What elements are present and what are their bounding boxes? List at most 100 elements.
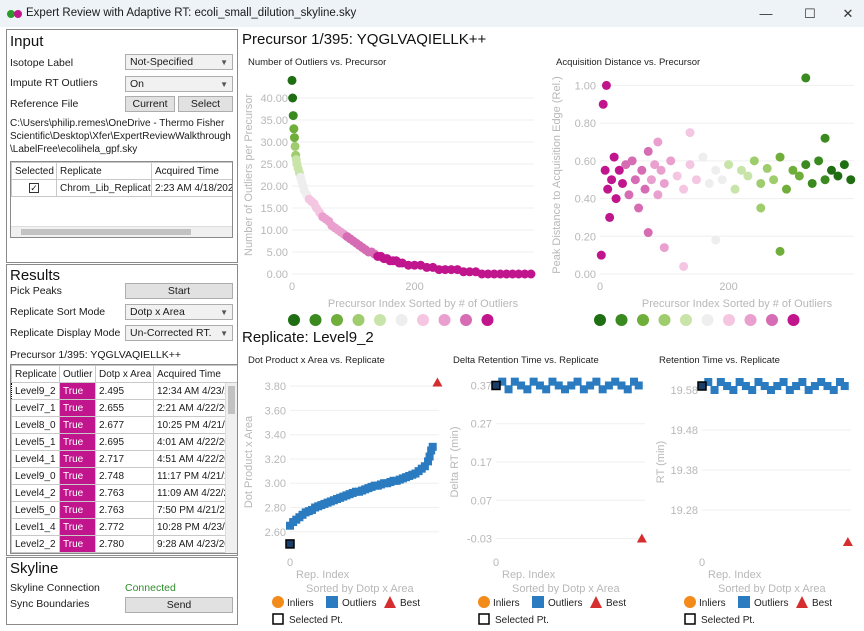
minimize-icon[interactable]: — [759,6,773,21]
acquisition-chart: 0.00 0.20 0.40 0.60 0.80 1.00 0 200 Precursor In… [551,73,856,310]
column-header: Selected [11,162,57,180]
chart-title-outliers: Number of Outliers vs. Precursor [248,57,387,68]
column-header: Dotp x Area [95,365,154,383]
y-tick-label: 2.60 [265,527,286,539]
outlier-cell: True [59,535,96,553]
best-point [432,377,443,387]
table-row[interactable]: Level4_2 True 2.763 11:09 AM 4/22/2 [11,484,237,502]
outlier-point [425,452,434,461]
sort-mode-value: Dotp x Area [130,306,185,318]
dotp-legend: Inliers Outliers Best Selected Pt. [272,596,420,626]
data-point [730,184,740,194]
close-icon[interactable]: ✕ [842,5,854,21]
vertical-scrollbar[interactable] [225,383,237,553]
outlier-point [611,377,620,386]
isotope-select[interactable]: Not-Specified ▼ [125,54,233,70]
y-tick-label: 3.60 [265,405,286,417]
path-line-3: \LabelFree\ecolihela_gpf.sky [10,144,138,155]
data-point [839,160,849,170]
send-button[interactable]: Send [125,597,233,613]
data-point [603,184,613,194]
input-heading: Input [10,33,44,50]
data-point [653,137,663,147]
start-button[interactable]: Start [125,283,233,299]
legend-swatch [309,314,322,326]
legend-swatch [766,314,778,326]
outlier-cell: True [59,552,96,553]
scrollbar-thumb[interactable] [228,386,235,414]
column-header: Replicate [56,162,152,180]
y-tick-label: 0.20 [575,231,596,243]
x-tick-label: 200 [405,281,423,293]
data-point [607,175,617,185]
outlier-point [748,386,757,394]
replicate-cell: Level4_2 [11,484,60,502]
x-tick-label: 0 [289,281,295,293]
table-row[interactable]: Level5_1 True 2.695 4:01 AM 4/22/20 [11,433,237,451]
replicate-heading: Replicate: Level9_2 [242,329,374,346]
y-tick-label: 0.60 [575,156,596,168]
table-row[interactable]: Level5_0 True 2.763 7:50 PM 4/21/20 [11,501,237,519]
legend-swatch [352,314,365,326]
legend-swatch [438,314,451,326]
table-row[interactable]: Level8_0 True 2.677 10:25 PM 4/21/2 [11,416,237,434]
maximize-icon[interactable]: ☐ [804,5,816,21]
outlier-point [760,382,769,390]
outlier-point [829,386,838,394]
data-point [743,171,753,181]
y-tick-label: 19.38 [670,465,698,477]
selected-legend-label: Selected Pt. [289,615,343,626]
outlier-cell: True [59,518,96,536]
data-point [756,178,766,188]
data-point [611,194,621,204]
y-tick-label: 15.00 [260,203,288,215]
table-row[interactable]: Level1_4 True 2.772 10:28 PM 4/23/2 [11,518,237,536]
best-point [636,533,647,543]
data-point [609,152,619,162]
y-tick-label: 25.00 [260,159,288,171]
outlier-point [517,381,526,390]
data-point [289,124,299,134]
table-row[interactable]: Level9_2 True 2.495 12:34 AM 4/23/2 [11,382,237,400]
y-tick-label: 10.00 [260,225,288,237]
y-tick-label: 19.48 [670,425,698,437]
legend-swatch [374,314,386,326]
outlier-point [716,378,725,386]
time-cell: 2:23 AM 4/18/2024 [151,179,232,197]
display-mode-select[interactable]: Un-Corrected RT. ▼ [125,325,233,341]
select-button[interactable]: Select [178,96,233,112]
replicate-cell: Level5_1 [11,433,60,451]
scrollbar-thumb[interactable] [21,229,191,235]
selected-checkbox[interactable]: ✓ [11,179,57,197]
data-point [656,165,666,175]
data-point [614,165,624,175]
data-point [775,152,785,162]
horizontal-scrollbar[interactable] [11,226,232,237]
inlier-legend-marker [684,596,696,608]
y-tick-label: 0.07 [471,495,492,507]
table-row[interactable]: Level9_0 True 2.748 11:17 PM 4/21/2 [11,467,237,485]
impute-select[interactable]: On ▼ [125,76,233,92]
table-row[interactable]: Level7_1 True 2.655 2:21 AM 4/22/20 [11,399,237,417]
outlier-point [798,378,807,386]
outlier-point [420,462,429,471]
outlier-point [424,457,433,466]
outlier-point [704,378,713,386]
table-row[interactable]: Level2_2 True 2.780 9:28 AM 4/23/20 [11,535,237,553]
selected-legend-marker [272,613,284,625]
outlier-point [604,381,613,390]
inlier-legend-label: Inliers [287,598,314,609]
data-point [685,128,695,138]
data-point [698,152,708,162]
data-point [788,165,798,175]
outlier-point [735,378,744,386]
current-button[interactable]: Current [125,96,175,112]
x-tick-label: 0 [699,557,705,569]
sort-mode-select[interactable]: Dotp x Area ▼ [125,304,233,320]
table-row[interactable]: Level4_1 True 2.717 4:51 AM 4/22/20 [11,450,237,468]
table-row[interactable]: ✓ Chrom_Lib_Replicate 2:23 AM 4/18/2024 [11,179,232,197]
y-tick-label: -0.03 [467,534,492,546]
precursor-heading: Precursor 1/395: YQGLVAQIELLK++ [242,31,487,48]
